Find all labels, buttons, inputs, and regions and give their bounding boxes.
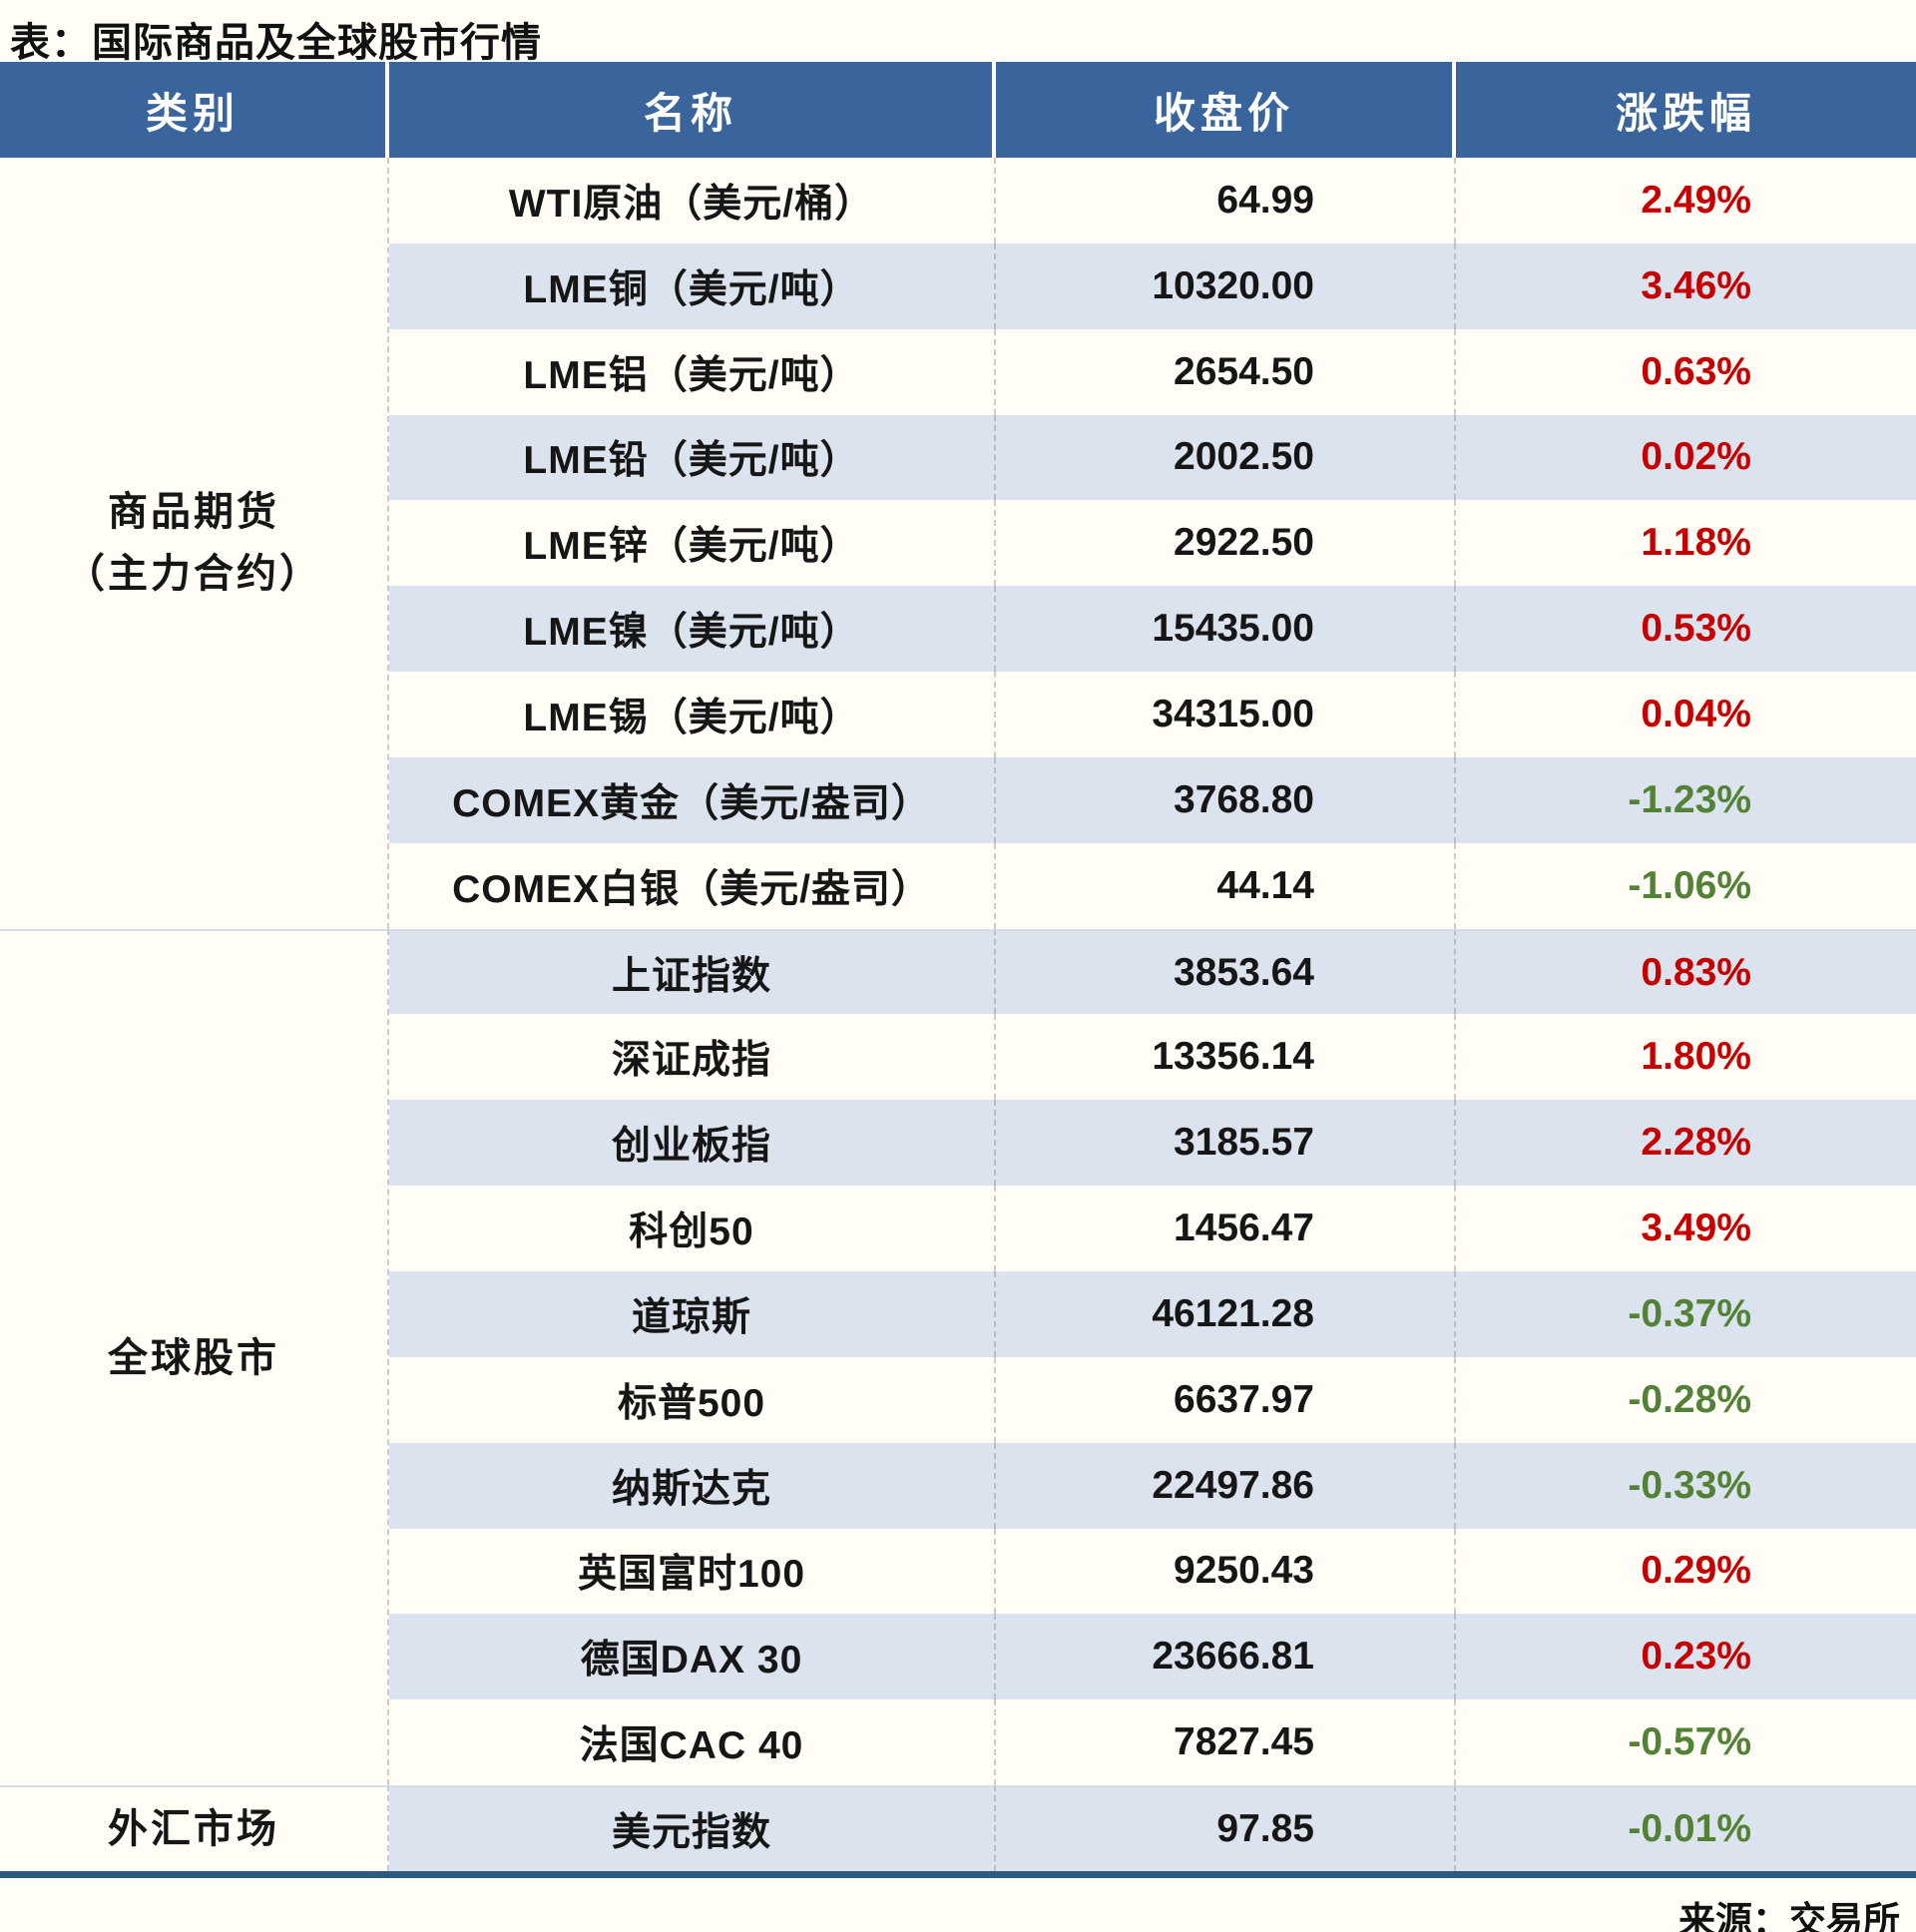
row-change-cell: 0.04% bbox=[1641, 692, 1751, 735]
category-label-line: 商品期货 bbox=[108, 490, 279, 535]
row-close-cell: 64.99 bbox=[996, 158, 1456, 243]
row-change-cell: 3.46% bbox=[1456, 242, 1916, 329]
row-close-cell: 2922.50 bbox=[996, 500, 1456, 587]
row-change-cell: 2.49% bbox=[1641, 178, 1751, 222]
row-close-cell: 3768.80 bbox=[996, 756, 1456, 843]
row-change-cell: 0.63% bbox=[1641, 349, 1751, 393]
row-name-cell: 法国CAC 40 bbox=[389, 1699, 996, 1786]
row-close-cell: 15435.00 bbox=[996, 586, 1456, 673]
row-change-cell: 2.28% bbox=[1456, 1100, 1916, 1187]
table-title: 表：国际商品及全球股市行情 bbox=[10, 21, 542, 65]
row-name-cell: 上证指数 bbox=[389, 928, 996, 1015]
header-cell-change: 涨跌幅 bbox=[1615, 89, 1756, 137]
row-name-cell: 深证成指 bbox=[389, 1014, 996, 1101]
row-close-cell: 23666.81 bbox=[996, 1614, 1456, 1700]
row-name-cell: LME镍（美元/吨） bbox=[389, 586, 996, 673]
row-change-cell: -0.57% bbox=[1628, 1720, 1751, 1764]
row-name-cell: 道琼斯 bbox=[389, 1270, 996, 1357]
row-name-cell: COMEX黄金（美元/盎司） bbox=[389, 756, 996, 843]
row-name-cell: 科创50 bbox=[389, 1186, 996, 1271]
row-close-cell: 97.85 bbox=[996, 1785, 1456, 1871]
row-close-cell: 13356.14 bbox=[996, 1014, 1456, 1101]
row-name-cell: LME铅（美元/吨） bbox=[389, 414, 996, 501]
row-close-cell: 46121.28 bbox=[996, 1270, 1456, 1357]
row-close-cell: 3185.57 bbox=[996, 1100, 1456, 1187]
row-name-cell: 英国富时100 bbox=[389, 1528, 996, 1615]
row-close-cell: 6637.97 bbox=[996, 1356, 1456, 1443]
row-name-cell: LME锌（美元/吨） bbox=[389, 500, 996, 587]
row-close-cell: 1456.47 bbox=[996, 1186, 1456, 1271]
row-close-cell: 2002.50 bbox=[996, 414, 1456, 501]
row-change-cell: 0.53% bbox=[1456, 586, 1916, 673]
row-change-cell: -1.06% bbox=[1628, 863, 1751, 907]
row-close-cell: 7827.45 bbox=[996, 1699, 1456, 1786]
category-label-line: 全球股市 bbox=[108, 1335, 279, 1380]
row-change-cell: 0.83% bbox=[1456, 928, 1916, 1015]
row-change-cell: -0.33% bbox=[1456, 1442, 1916, 1529]
source-note: 来源：交易所 bbox=[1678, 1899, 1900, 1932]
row-name-cell: LME锡（美元/吨） bbox=[389, 672, 996, 757]
row-close-cell: 34315.00 bbox=[996, 672, 1456, 757]
category-cell: 全球股市 bbox=[0, 928, 389, 1786]
category-label-line: （主力合约） bbox=[65, 552, 322, 597]
row-change-cell: -0.01% bbox=[1456, 1785, 1916, 1871]
category-cell: 外汇市场 bbox=[0, 1785, 389, 1871]
row-close-cell: 9250.43 bbox=[996, 1528, 1456, 1615]
category-cell: 商品期货 （主力合约） bbox=[0, 158, 389, 929]
row-name-cell: LME铝（美元/吨） bbox=[389, 328, 996, 415]
row-name-cell: 纳斯达克 bbox=[389, 1442, 996, 1529]
row-change-cell: 1.18% bbox=[1641, 521, 1751, 565]
table-header-row: 类别 名称 收盘价 涨跌幅 bbox=[0, 62, 1916, 158]
row-name-cell: 标普500 bbox=[389, 1356, 996, 1443]
row-change-cell: -0.37% bbox=[1456, 1270, 1916, 1357]
row-change-cell: 0.02% bbox=[1456, 414, 1916, 501]
row-close-cell: 22497.86 bbox=[996, 1442, 1456, 1529]
row-name-cell: 美元指数 bbox=[389, 1785, 996, 1871]
category-label-line: 外汇市场 bbox=[108, 1806, 279, 1851]
row-close-cell: 44.14 bbox=[996, 842, 1456, 929]
row-close-cell: 10320.00 bbox=[996, 242, 1456, 329]
row-name-cell: 德国DAX 30 bbox=[389, 1614, 996, 1700]
header-cell-name: 名称 bbox=[389, 62, 996, 158]
row-change-cell: -0.28% bbox=[1628, 1377, 1751, 1421]
table-bottom-rule bbox=[0, 1870, 1916, 1878]
row-name-cell: WTI原油（美元/桶） bbox=[389, 158, 996, 243]
row-name-cell: 创业板指 bbox=[389, 1100, 996, 1187]
row-change-cell: 1.80% bbox=[1641, 1035, 1751, 1079]
row-close-cell: 3853.64 bbox=[996, 928, 1456, 1015]
row-change-cell: 0.23% bbox=[1456, 1614, 1916, 1700]
row-change-cell: 3.49% bbox=[1641, 1207, 1751, 1250]
header-cell-close: 收盘价 bbox=[996, 62, 1456, 158]
header-cell-category: 类别 bbox=[0, 62, 389, 158]
row-change-cell: 0.29% bbox=[1641, 1549, 1751, 1593]
table-body: 商品期货 （主力合约） WTI原油（美元/桶） 64.99 2.49% LME铜（美元/吨… bbox=[0, 158, 1916, 1871]
row-name-cell: COMEX白银（美元/盎司） bbox=[389, 842, 996, 929]
row-name-cell: LME铜（美元/吨） bbox=[389, 242, 996, 329]
row-close-cell: 2654.50 bbox=[996, 328, 1456, 415]
row-change-cell: -1.23% bbox=[1456, 756, 1916, 843]
